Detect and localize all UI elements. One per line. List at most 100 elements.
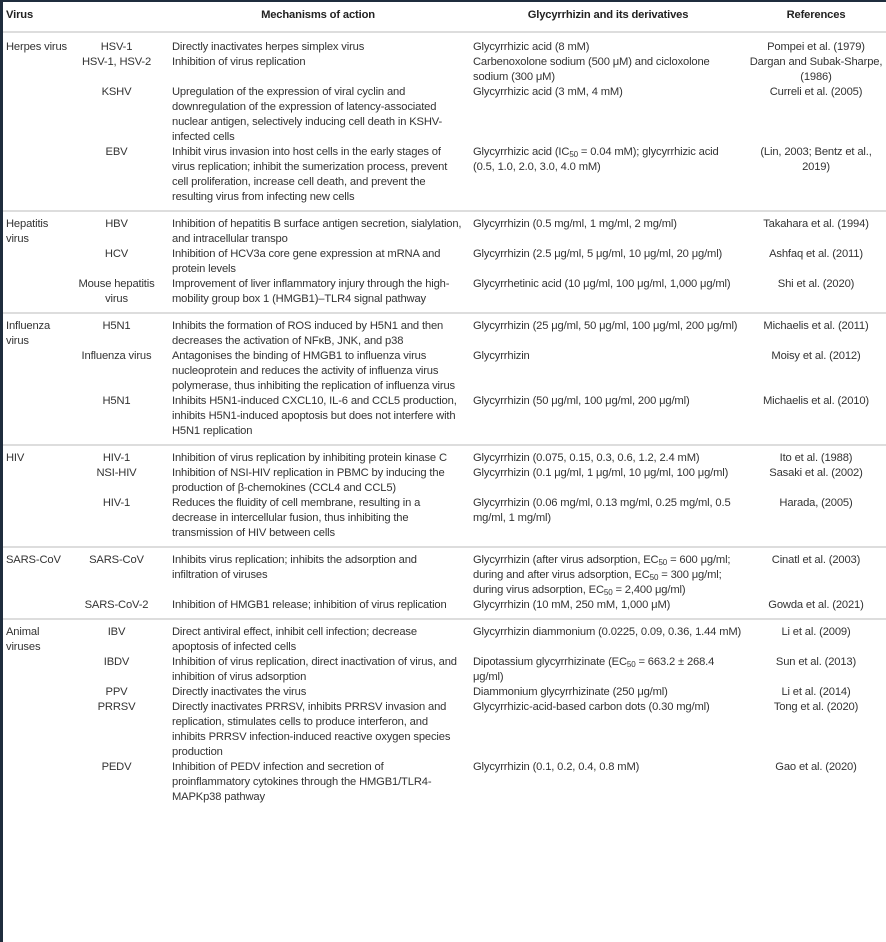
glycyrrhizin-text: Glycyrrhizin (0.06 mg/ml, 0.13 mg/ml, 0.… (473, 497, 731, 524)
mechanism-cell: Inhibition of HMGB1 release; inhibition … (172, 599, 447, 611)
virus-group: SARS-CoV (3, 546, 71, 598)
glycyrrhizin-text: Glycyrrhizin (10 mM, 250 mM, 1,000 μM) (473, 599, 671, 611)
mechanism-cell: Inhibition of virus replication (172, 56, 306, 68)
glycyrrhizin-cell: Glycyrrhizin (10 mM, 250 mM, 1,000 μM) (467, 598, 746, 619)
virus-group-empty (3, 760, 71, 810)
glycyrrhizin-cell: Glycyrrhizin (0.5 mg/ml, 1 mg/ml, 2 mg/m… (467, 210, 746, 247)
table-row: KSHV Upregulation of the expression of vi… (3, 85, 886, 145)
virus-group-empty (3, 700, 71, 760)
virus-name: SARS-CoV-2 (84, 599, 149, 611)
reference-cell: Michaelis et al. (2010) (763, 395, 869, 407)
table-row: HIV HIV-1 Inhibition of virus replication … (3, 444, 886, 466)
glycyrrhizin-text: Glycyrrhizin (2.5 μg/ml, 5 μg/ml, 10 μg/… (473, 248, 723, 260)
glycyrrhizin-text: Glycyrrhizic acid (8 mM) (473, 41, 590, 53)
glycyrrhizin-text: Diammonium glycyrrhizinate (250 μg/ml) (473, 686, 668, 698)
mechanism-cell: Reduces the fluidity of cell membrane, r… (172, 497, 421, 539)
table-row: HCV Inhibition of HCV3a core gene express… (3, 247, 886, 277)
table-row: EBV Inhibit virus invasion into host cell… (3, 145, 886, 211)
virus-group-empty (3, 85, 71, 145)
table-row: PRRSV Directly inactivates PRRSV, inhibit… (3, 700, 886, 760)
table-row: Mouse hepatitis virus Improvement of live… (3, 277, 886, 313)
virus-group-empty (3, 55, 71, 85)
virus-name: Mouse hepatitis virus (78, 278, 155, 305)
glycyrrhizin-text: Glycyrrhizin (473, 350, 530, 362)
reference-cell: Harada, (2005) (779, 497, 853, 509)
glycyrrhizin-text: Glycyrrhizic acid (3 mM, 4 mM) (473, 86, 623, 98)
reference-cell: Dargan and Subak-Sharpe, (1986) (749, 56, 883, 83)
virus-name: Influenza virus (81, 350, 152, 362)
glycyrrhizin-text: Glycyrrhizic-acid-based carbon dots (0.3… (473, 701, 710, 713)
virus-group-empty (3, 496, 71, 547)
mechanism-cell: Inhibit virus invasion into host cells i… (172, 146, 448, 203)
virus-name: PRRSV (97, 701, 136, 713)
glycyrrhizin-text: Glycyrrhizin diammonium (0.0225, 0.09, 0… (473, 626, 742, 638)
virus-group-empty (3, 655, 71, 685)
glycyrrhizin-text: Glycyrrhizic acid (IC (473, 146, 570, 158)
virus-name: HIV-1 (71, 444, 162, 466)
glycyrrhizin-text: = 600 μg/ml; during and after virus adso… (473, 554, 731, 581)
virus-name: HCV (104, 248, 129, 260)
glycyrrhizin-text: Glycyrrhizin (50 μg/ml, 100 μg/ml, 200 μ… (473, 395, 690, 407)
virus-name: HIV-1 (102, 497, 131, 509)
reference-cell: Ashfaq et al. (2011) (769, 248, 863, 260)
glycyrrhizin-cell: Glycyrrhizin (after virus adsorption, EC… (467, 546, 746, 598)
reference-cell: Sun et al. (2013) (775, 656, 857, 668)
table-row: HIV-1 Reduces the fluidity of cell membra… (3, 496, 886, 547)
mechanism-cell: Inhibition of hepatitis B surface antige… (162, 210, 467, 247)
reference-cell: Tong et al. (2020) (773, 701, 859, 713)
reference-cell: Ito et al. (1988) (746, 444, 886, 466)
mechanism-cell: Inhibits virus replication; inhibits the… (162, 546, 467, 598)
reference-cell: Michaelis et al. (2011) (746, 312, 886, 349)
virus-name: NSI-HIV (96, 467, 137, 479)
header-glycyrrhizin: Glycyrrhizin and its derivatives (527, 9, 689, 21)
virus-name: H5N1 (71, 312, 162, 349)
glycyrrhizin-cell: Glycyrrhizin (2.5 μg/ml, 5 μg/ml, 10 μg/… (467, 247, 746, 277)
mechanism-cell: Inhibits the formation of ROS induced by… (162, 312, 467, 349)
mechanism-cell: Improvement of liver inflammatory injury… (172, 278, 450, 305)
virus-name: HSV-1 (100, 41, 133, 53)
glycyrrhizin-cell: Glycyrrhizic-acid-based carbon dots (0.3… (467, 700, 746, 760)
virus-name: HBV (71, 210, 162, 247)
virus-name: HSV-1, HSV-2 (81, 56, 152, 68)
mechanism-cell: Inhibition of PEDV infection and secreti… (172, 761, 432, 803)
mechanism-cell: Inhibition of virus replication, direct … (172, 656, 457, 683)
header-references: References (786, 9, 846, 21)
glycyrrhizin-cell: Glycyrrhizic acid (IC50 = 0.04 mM); glyc… (467, 145, 746, 211)
subscript: 50 (626, 660, 636, 669)
glycyrrhizin-text: Glycyrrhizin (0.1 μg/ml, 1 μg/ml, 10 μg/… (473, 467, 729, 479)
glycyrrhizin-cell: Glycyrrhizic acid (3 mM, 4 mM) (467, 85, 746, 145)
virus-mechanism-table: Virus Mechanisms of action Glycyrrhizin … (3, 4, 886, 810)
reference-cell: Gao et al. (2020) (775, 761, 857, 773)
virus-name: IBV (71, 618, 162, 655)
table-row: H5N1 Inhibits H5N1-induced CXCL10, IL-6 a… (3, 394, 886, 445)
virus-group-empty (3, 247, 71, 277)
virus-name: KSHV (101, 86, 132, 98)
glycyrrhizin-cell: Glycyrrhizin (25 μg/ml, 50 μg/ml, 100 μg… (467, 312, 746, 349)
glycyrrhizin-cell: Carbenoxolone sodium (500 μM) and ciclox… (467, 55, 746, 85)
mechanism-cell: Directly inactivates herpes simplex viru… (172, 41, 365, 53)
virus-group: HIV (3, 444, 71, 466)
glycyrrhizin-cell: Glycyrrhizin diammonium (0.0225, 0.09, 0… (467, 618, 746, 655)
table-row: PEDV Inhibition of PEDV infection and sec… (3, 760, 886, 810)
glycyrrhizin-text: = 300 μg/ml; during virus adsorption, EC (473, 569, 722, 596)
table-row: Herpes virus HSV-1 Directly inactivates he… (3, 32, 886, 55)
subscript: 50 (649, 573, 659, 582)
header-virus: Virus (6, 9, 34, 21)
glycyrrhizin-cell: Glycyrrhizin (0.06 mg/ml, 0.13 mg/ml, 0.… (467, 496, 746, 547)
mechanism-cell: Directly inactivates the virus (172, 686, 307, 698)
virus-group-empty (3, 466, 71, 496)
virus-group: Animal viruses (3, 618, 71, 655)
virus-group: Influenza virus (3, 312, 71, 349)
virus-group: Herpes virus (6, 41, 67, 53)
mechanism-cell: Directly inactivates PRRSV, inhibits PRR… (172, 701, 451, 758)
virus-group-empty (3, 685, 71, 700)
glycyrrhizin-text: = 0.04 mM); glycyrrhizic acid (0.5, 1.0,… (473, 146, 719, 173)
glycyrrhizin-cell: Glycyrrhizin (0.075, 0.15, 0.3, 0.6, 1.2… (467, 444, 746, 466)
reference-cell: Pompei et al. (1979) (767, 41, 865, 53)
table-row: SARS-CoV-2 Inhibition of HMGB1 release; i… (3, 598, 886, 619)
glycyrrhizin-text: Glycyrrhizin (0.075, 0.15, 0.3, 0.6, 1.2… (473, 452, 700, 464)
mechanism-cell: Antagonises the binding of HMGB1 to infl… (172, 350, 455, 392)
virus-name: EBV (105, 146, 128, 158)
window-frame-top (0, 0, 886, 2)
table-row: PPV Directly inactivates the virus Diammon… (3, 685, 886, 700)
